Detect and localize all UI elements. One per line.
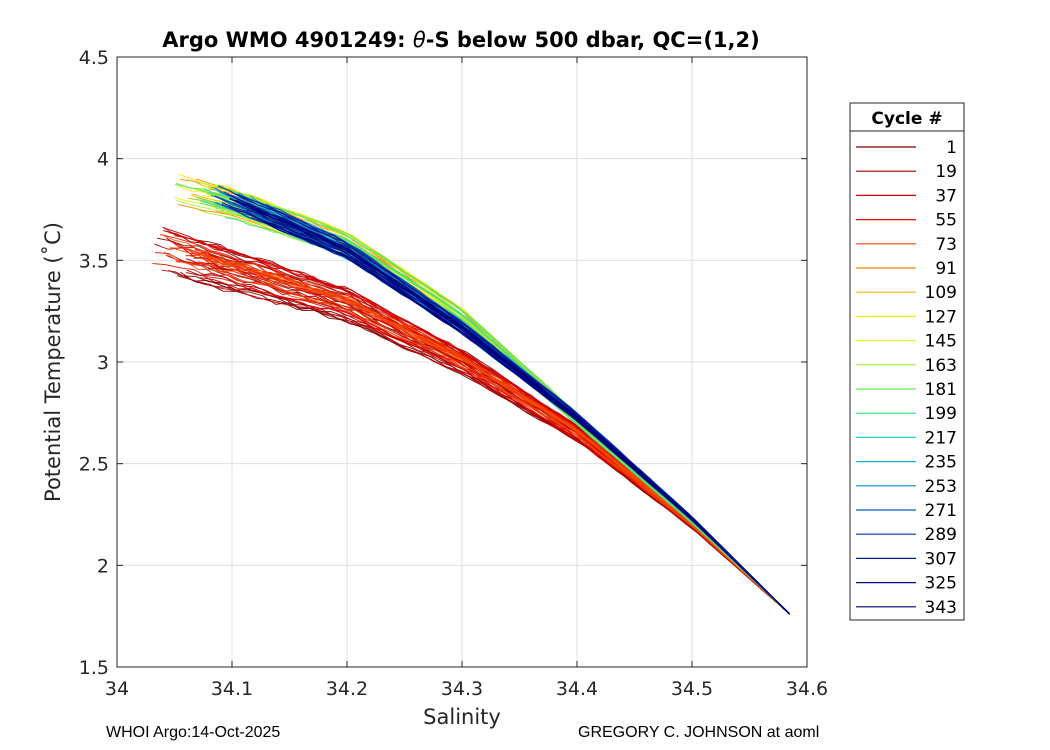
legend-label-145: 145 [925, 332, 957, 352]
profile-cycle-73 [184, 260, 791, 615]
legend-label-127: 127 [925, 307, 957, 327]
chart-title: Argo WMO 4901249: θ-S below 500 dbar, QC… [162, 28, 759, 52]
y-tick-label: 4.5 [79, 47, 109, 69]
legend-label-325: 325 [925, 574, 957, 594]
legend-label-91: 91 [935, 259, 957, 279]
legend-label-343: 343 [925, 598, 957, 618]
legend-label-73: 73 [935, 235, 957, 255]
legend-label-253: 253 [925, 477, 957, 497]
x-tick-label: 34.5 [671, 678, 713, 700]
legend-label-163: 163 [925, 356, 957, 376]
y-axis-label: Potential Temperature (˚C) [41, 222, 65, 502]
legend-label-19: 19 [935, 162, 957, 182]
x-tick-label: 34.1 [211, 678, 253, 700]
legend-label-55: 55 [935, 211, 957, 231]
legend-label-289: 289 [925, 525, 957, 545]
y-tick-label: 3.5 [79, 250, 109, 272]
legend: Cycle # 1 19 37 55 73 91 109 127 145 163 181 199 217… [849, 102, 965, 621]
footer-author-credit: GREGORY C. JOHNSON at aoml [578, 724, 820, 741]
profile-cycle-55 [152, 263, 791, 615]
profile-cycle-343 [226, 193, 791, 615]
y-tick-label: 1.5 [79, 657, 109, 679]
y-tick-label: 3 [97, 352, 109, 374]
footer-date-credit: WHOI Argo:14-Oct-2025 [106, 724, 281, 741]
axis-ticks: 34 34.1 34.2 34.3 34.4 34.5 34.6 1.5 2 2.5 3 3.5 4 4.… [79, 47, 828, 700]
profile-cycle-343 [261, 220, 791, 615]
x-tick-label: 34.6 [786, 678, 828, 700]
profile-lines [152, 173, 791, 615]
legend-label-109: 109 [925, 283, 957, 303]
legend-label-199: 199 [925, 404, 957, 424]
x-tick-label: 34 [105, 678, 129, 700]
legend-label-181: 181 [925, 380, 957, 400]
legend-title: Cycle # [871, 109, 942, 129]
legend-label-235: 235 [925, 453, 957, 473]
y-tick-label: 4 [97, 149, 109, 171]
profile-cycle-73 [200, 257, 791, 615]
y-tick-label: 2 [97, 555, 109, 577]
legend-label-217: 217 [925, 428, 957, 448]
legend-label-307: 307 [925, 549, 957, 569]
legend-label-37: 37 [935, 186, 957, 206]
legend-label-271: 271 [925, 501, 957, 521]
x-tick-label: 34.4 [556, 678, 598, 700]
x-axis-label: Salinity [423, 705, 501, 729]
y-tick-label: 2.5 [79, 454, 109, 476]
profile-cycle-73 [198, 253, 791, 615]
legend-label-1: 1 [946, 138, 957, 158]
profile-cycle-37 [200, 277, 791, 615]
x-tick-label: 34.3 [441, 678, 483, 700]
x-tick-label: 34.2 [326, 678, 368, 700]
